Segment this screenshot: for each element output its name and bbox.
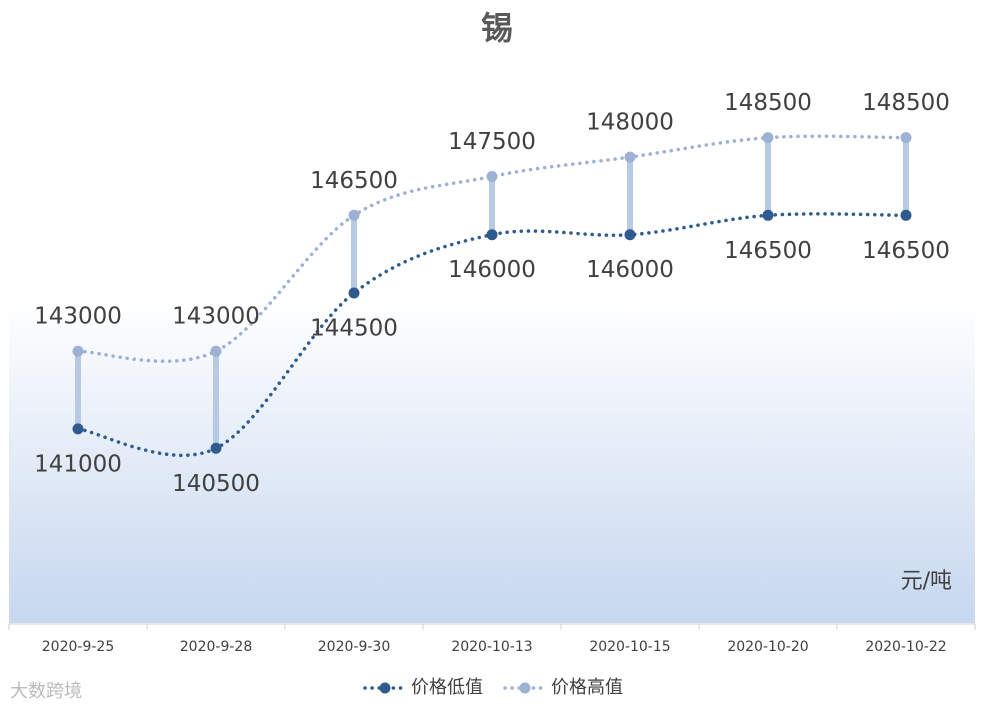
point [210,442,222,454]
point [900,132,912,144]
point [486,229,498,241]
data-label: 144500 [310,315,398,341]
x-tick-label: 2020-9-25 [42,639,114,655]
point [486,170,498,182]
point [624,151,636,163]
point [72,423,84,435]
point [900,209,912,221]
point [762,209,774,221]
data-label: 146500 [862,238,950,264]
legend-label: 价格高值 [551,677,623,698]
x-tick-label: 2020-9-30 [318,639,390,655]
legend-marker [379,682,391,694]
x-tick-label: 2020-9-28 [180,639,252,655]
point [624,229,636,241]
x-tick-label: 2020-10-15 [589,639,670,655]
series-line [76,134,908,363]
plot-background [9,300,975,623]
point [348,287,360,299]
x-tick-label: 2020-10-22 [865,639,946,655]
data-label: 146000 [448,257,536,283]
data-label: 146500 [310,168,398,194]
data-label: 141000 [34,451,122,477]
data-label: 146000 [586,257,674,283]
legend-marker [519,682,531,694]
point [762,132,774,144]
data-label: 146500 [724,238,812,264]
point [210,345,222,357]
data-label: 143000 [172,304,260,330]
point [72,345,84,357]
data-label: 147500 [448,129,536,155]
x-tick-label: 2020-10-13 [451,639,532,655]
x-tick-label: 2020-10-20 [727,639,808,655]
data-label: 148000 [586,110,674,136]
data-label: 143000 [34,304,122,330]
data-label: 148500 [724,90,812,116]
watermark: 大数跨境 [10,681,82,702]
legend-label: 价格低值 [411,677,483,698]
data-label: 148500 [862,90,950,116]
point [348,209,360,221]
chart-title: 锡 [481,9,513,47]
unit-label: 元/吨 [901,569,952,594]
data-label: 140500 [172,471,260,497]
